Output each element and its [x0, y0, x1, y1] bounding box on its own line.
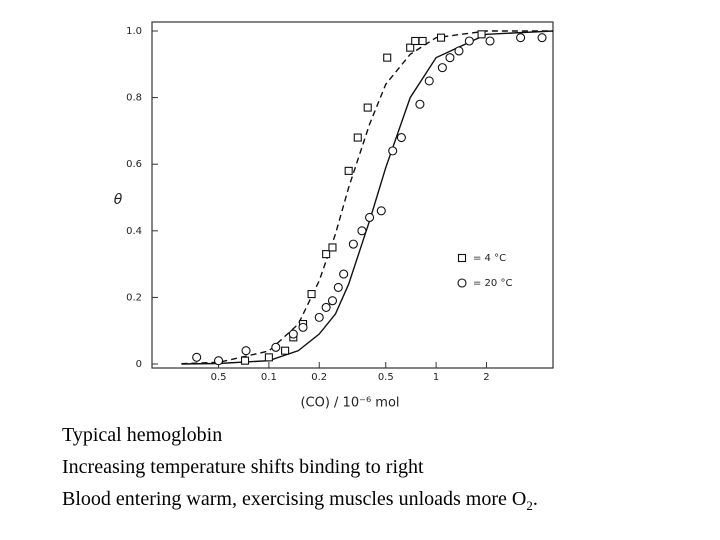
data-point — [348, 239, 358, 249]
data-point — [396, 133, 406, 143]
data-point — [192, 352, 202, 362]
data-point — [437, 63, 447, 73]
data-point — [516, 33, 526, 43]
fit-curve — [181, 30, 553, 365]
y-tick-label: 0.6 — [126, 159, 142, 170]
caption-line: Increasing temperature shifts binding to… — [62, 456, 424, 478]
legend-marker — [457, 253, 467, 263]
data-point — [344, 166, 353, 175]
data-point — [271, 342, 281, 352]
data-point — [415, 99, 425, 109]
data-point — [213, 356, 224, 366]
data-point — [485, 36, 495, 46]
data-point — [357, 226, 367, 236]
data-point — [339, 269, 349, 279]
x-tick-label: 0.1 — [261, 372, 277, 383]
data-point — [383, 53, 392, 62]
plot-frame — [151, 21, 554, 369]
data-point — [424, 76, 434, 86]
fit-curve — [181, 30, 554, 365]
data-point — [388, 146, 398, 156]
caption-line: Typical hemoglobin — [62, 424, 223, 446]
data-point — [288, 329, 298, 339]
x-tick-label: 2 — [483, 372, 489, 383]
x-tick-label: 0.2 — [311, 372, 327, 383]
data-point — [281, 346, 290, 355]
y-tick-label: 1.0 — [126, 26, 142, 37]
y-axis-label: θ — [114, 192, 123, 208]
data-point — [328, 243, 337, 252]
data-point — [376, 206, 386, 216]
data-point — [353, 133, 362, 142]
data-point — [418, 36, 427, 46]
data-point — [307, 290, 316, 299]
data-point — [298, 322, 308, 332]
caption-text: Blood entering warm, exercising muscles … — [62, 488, 527, 510]
x-axis-label: (CO) / 10⁻⁶ mol — [300, 396, 399, 411]
data-point — [477, 30, 486, 39]
legend-marker — [457, 278, 467, 288]
data-point — [363, 103, 372, 112]
x-tick-label: 0.5 — [378, 372, 394, 383]
caption-text: . — [532, 488, 538, 510]
data-point — [321, 302, 331, 312]
x-tick-label: 1 — [433, 372, 439, 383]
caption-line: Blood entering warm, exercising muscles … — [62, 488, 538, 514]
data-point — [241, 346, 251, 356]
data-point — [327, 296, 338, 306]
data-point — [264, 353, 273, 362]
data-point — [406, 43, 415, 52]
data-point — [411, 36, 420, 46]
data-point — [454, 46, 464, 56]
data-point — [365, 212, 375, 223]
data-point — [464, 36, 474, 46]
data-point — [445, 53, 455, 63]
data-point — [537, 33, 547, 43]
caption-subscript: 2 — [526, 498, 533, 513]
x-tick-label: 0.5 — [211, 372, 227, 383]
y-tick-label: 0 — [136, 359, 142, 370]
data-point — [333, 282, 343, 292]
y-tick-label: 0.2 — [126, 292, 142, 303]
data-point — [322, 250, 331, 259]
data-point — [240, 356, 250, 365]
y-tick-label: 0.8 — [126, 93, 142, 104]
data-point — [436, 33, 446, 42]
legend-label: = 20 °C — [473, 278, 512, 289]
y-tick-label: 0.4 — [126, 226, 142, 237]
data-point — [314, 312, 324, 322]
legend-label: = 4 °C — [473, 253, 506, 264]
